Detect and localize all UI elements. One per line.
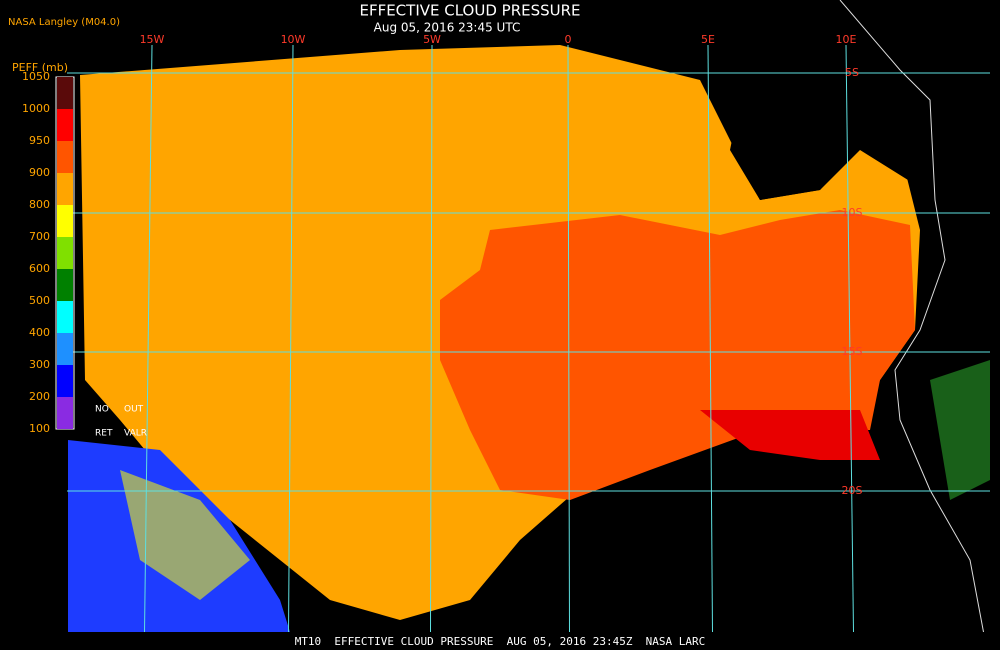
footer: MT10 EFFECTIVE CLOUD PRESSURE AUG 05, 20… [295,635,706,648]
longitude-label: 10W [281,33,306,46]
low-cloud [700,410,880,460]
subtitle: Aug 05, 2016 23:45 UTC [374,21,521,35]
legend-note: RET [95,429,113,439]
latitude-label: 20S [842,484,863,497]
latitude-label: 10S [842,206,863,219]
title: EFFECTIVE CLOUD PRESSURE [359,2,580,20]
land-cloud [930,360,990,500]
meridian [288,44,294,633]
meridian [707,44,713,633]
meridian [430,44,433,633]
coastline [839,0,986,641]
longitude-label: 5W [423,33,441,46]
mixed-cloud [120,470,250,600]
colorbar-swatch [57,397,73,429]
latitude-label: 5S [845,66,859,79]
colorbar-label: 400 [29,326,50,339]
colorbar-label: 800 [29,198,50,211]
colorbar-label: 500 [29,294,50,307]
colorbar-swatch [57,141,73,173]
longitude-label: 5E [701,33,715,46]
colorbar-label: 950 [29,134,50,147]
colorbar-label: 1000 [22,102,50,115]
meridian [567,44,570,633]
colorbar-swatch [57,365,73,397]
colorbar-swatch [57,173,73,205]
longitude-label: 0 [565,33,572,46]
colorbar-label: 1050 [22,70,50,83]
colorbar-swatch [57,237,73,269]
footer-bar [0,632,1000,650]
longitude-label: 15W [140,33,165,46]
clear-sky [730,100,940,200]
colorbar-swatch [57,205,73,237]
longitude-label: 10E [836,33,857,46]
legend-title: PEFF (mb) [12,61,68,74]
colorbar-swatch [57,109,73,141]
colorbar-swatch [57,77,73,109]
legend-note: OUT [124,405,144,415]
colorbar-label: 600 [29,262,50,275]
colorbar-swatch [57,333,73,365]
meridian [845,44,854,633]
colorbar-label: 100 [29,422,50,435]
meridian [144,44,153,633]
colorbar-label: 700 [29,230,50,243]
legend-note: VALR [124,429,147,439]
colorbar-label: 200 [29,390,50,403]
colorbar-swatch [57,269,73,301]
colorbar-label: 300 [29,358,50,371]
colorbar-label: 900 [29,166,50,179]
legend-note: NO [95,405,109,415]
colorbar-swatch [57,301,73,333]
latitude-label: 15S [842,345,863,358]
source: NASA Langley (M04.0) [8,17,120,28]
